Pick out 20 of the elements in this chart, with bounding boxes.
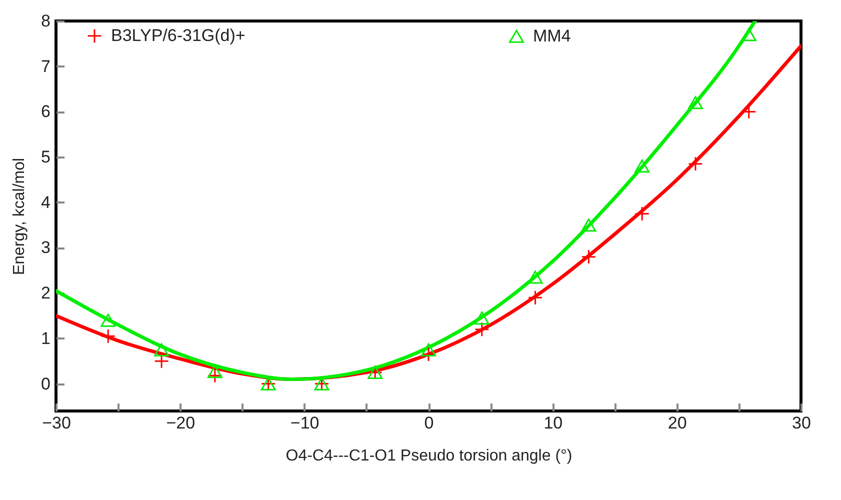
- y-tick-label: 0: [41, 374, 50, 394]
- x-tick-label: 20: [668, 414, 687, 432]
- x-tick-label: 0: [424, 414, 434, 432]
- x-tick-label: −20: [166, 414, 196, 432]
- legend-label: MM4: [533, 26, 571, 46]
- x-axis-title: O4-C4---C1-O1 Pseudo torsion angle (°): [286, 448, 572, 464]
- x-tick-label: −10: [290, 414, 320, 432]
- x-tick-label: −30: [42, 414, 71, 432]
- y-tick-label: 2: [41, 284, 50, 303]
- y-tick-label: 1: [41, 328, 50, 348]
- legend-label: B3LYP/6-31G(d)+: [111, 26, 246, 45]
- y-tick-label: 5: [41, 148, 50, 167]
- y-tick-label: 7: [41, 56, 50, 76]
- y-axis-title: Energy, kcal/mol: [11, 158, 28, 276]
- x-tick-label: 10: [544, 414, 563, 432]
- y-tick-label: 3: [41, 238, 50, 258]
- y-tick-label: 6: [41, 102, 50, 122]
- x-tick-label: 30: [792, 414, 811, 432]
- y-tick-label: 4: [41, 192, 50, 212]
- y-tick-label: 8: [41, 12, 50, 30]
